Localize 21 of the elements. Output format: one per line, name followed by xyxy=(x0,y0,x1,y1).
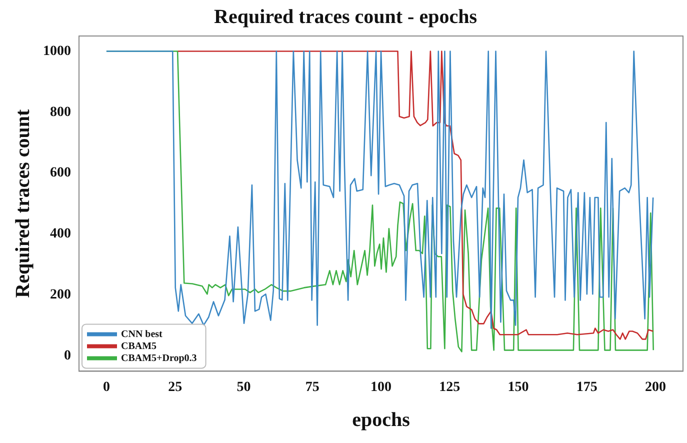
legend-label: CBAM5+Drop0.3 xyxy=(121,352,197,364)
x-tick-label: 200 xyxy=(645,380,666,396)
y-axis-title: Required traces count xyxy=(12,109,34,298)
y-tick-label: 600 xyxy=(50,166,71,181)
x-tick-label: 75 xyxy=(305,380,320,396)
chart-title: Required traces count - epochs xyxy=(214,6,478,28)
x-tick-label: 125 xyxy=(439,380,460,396)
y-tick-label: 200 xyxy=(50,288,71,303)
y-tick-label: 0 xyxy=(64,348,71,364)
x-tick-label: 175 xyxy=(576,380,598,396)
x-tick-label: 50 xyxy=(236,380,251,396)
x-tick-label: 150 xyxy=(508,380,529,396)
x-tick-label: 100 xyxy=(370,380,392,396)
x-tick-label: 25 xyxy=(168,380,182,396)
x-axis-title: epochs xyxy=(352,409,410,432)
y-tick-label: 400 xyxy=(50,226,71,242)
legend-label: CNN best xyxy=(121,328,164,340)
x-tick-label: 0 xyxy=(102,380,110,396)
y-tick-label: 800 xyxy=(50,104,71,120)
legend-label: CBAM5 xyxy=(121,340,157,352)
y-tick-label: 1000 xyxy=(43,44,71,59)
